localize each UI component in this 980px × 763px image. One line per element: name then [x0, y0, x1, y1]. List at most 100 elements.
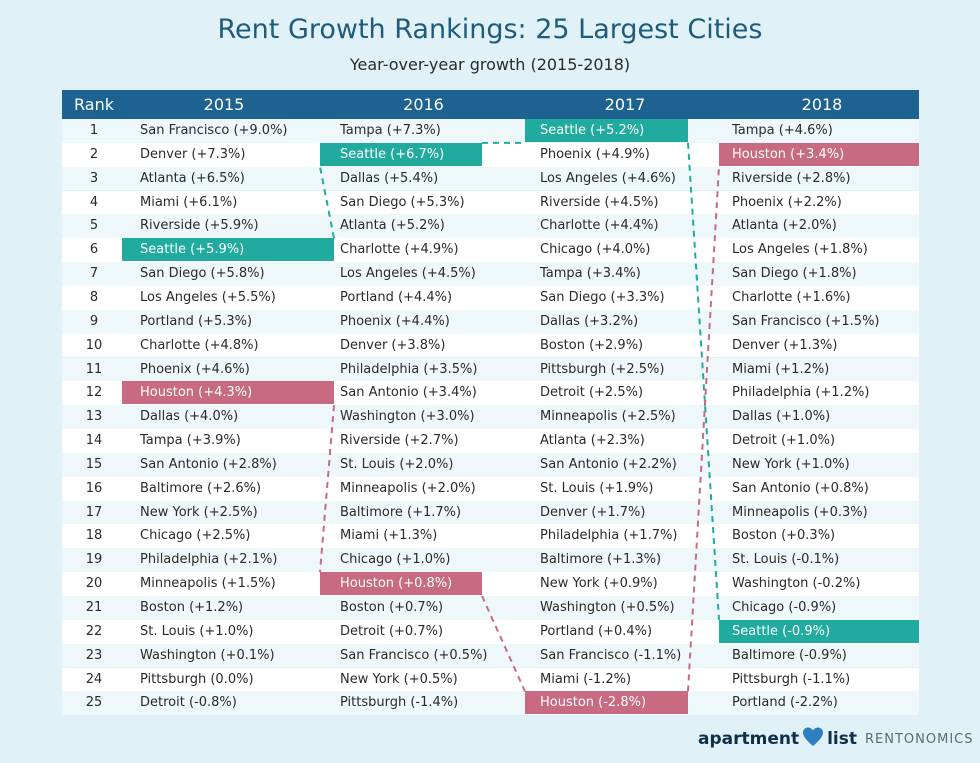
city-cell-2015: San Francisco (+9.0%) [140, 123, 288, 138]
city-cell-2018: Portland (-2.2%) [732, 695, 838, 711]
rank-cell: 7 [89, 266, 99, 282]
city-cell-2015: Detroit (-0.8%) [140, 695, 237, 711]
city-cell-2018: Washington (-0.2%) [732, 576, 861, 592]
rank-cell: 6 [89, 242, 99, 258]
city-cell-2018: Riverside (+2.8%) [732, 170, 851, 186]
table-row: 13 Dallas (+4.0%) Washington (+3.0%) Minnea… [62, 405, 919, 429]
heart-pin-icon [802, 726, 824, 752]
city-cell-2016: Baltimore (+1.7%) [340, 504, 462, 520]
city-cell-2018: San Francisco (+1.5%) [732, 313, 880, 329]
rank-cell: 1 [89, 123, 99, 138]
city-cell-2018: Boston (+0.3%) [732, 528, 836, 544]
city-cell-2016: San Francisco (+0.5%) [340, 647, 488, 663]
rank-cell: 8 [89, 289, 99, 305]
city-cell-2017: Riverside (+4.5%) [540, 194, 659, 210]
city-cell-2015: Dallas (+4.0%) [140, 409, 239, 425]
city-cell-2017: Los Angeles (+4.6%) [540, 170, 676, 186]
city-cell-2015: San Antonio (+2.8%) [140, 456, 277, 472]
city-cell-2017: San Francisco (-1.1%) [540, 647, 682, 663]
rank-cell: 21 [85, 600, 103, 615]
city-cell-2017: Miami (-1.2%) [540, 671, 632, 687]
rankings-table: Rank 2015 2016 2017 2018 1 San Francisco (+9.… [62, 90, 919, 716]
table-row: 12 Houston (+4.3%) San Antonio (+3.4%) Detr… [62, 381, 919, 406]
rank-cell: 20 [85, 576, 103, 592]
logo-tagline: RENTONOMICS [865, 731, 974, 747]
table-row: 25 Detroit (-0.8%) Pittsburgh (-1.4%) Houst… [62, 691, 919, 716]
city-cell-2015: Portland (+5.3%) [140, 313, 253, 329]
city-cell-2016: Washington (+3.0%) [340, 409, 475, 425]
city-cell-2018: Miami (+1.2%) [732, 361, 830, 377]
table-row: 11 Phoenix (+4.6%) Philadelphia (+3.5%) Pit… [62, 357, 919, 382]
city-cell-2018: San Diego (+1.8%) [732, 266, 857, 282]
city-cell-2017: Denver (+1.7%) [540, 504, 646, 520]
city-cell-2016: New York (+0.5%) [340, 671, 458, 687]
city-cell-2016: St. Louis (+2.0%) [340, 456, 454, 472]
table-row: 2 Denver (+7.3%) Seattle (+6.7%) Phoenix (+… [62, 142, 919, 167]
city-cell-2015: Riverside (+5.9%) [140, 218, 259, 234]
city-cell-2016: Minneapolis (+2.0%) [340, 480, 476, 496]
logo-brand-left: apartment [698, 729, 800, 749]
table-row: 20 Minneapolis (+1.5%) Houston (+0.8%) New … [62, 572, 919, 596]
highlight-houston-2015: Houston (+4.3%) [122, 381, 334, 405]
city-cell-2018: St. Louis (-0.1%) [732, 552, 840, 568]
table-row: 17 New York (+2.5%) Baltimore (+1.7%) Denve… [62, 500, 919, 525]
rank-cell: 17 [85, 504, 103, 520]
rank-cell: 3 [89, 170, 99, 186]
city-cell-2017: Washington (+0.5%) [540, 600, 675, 615]
table-row: 8 Los Angeles (+5.5%) Portland (+4.4%) San … [62, 285, 919, 310]
city-cell-2018: Minneapolis (+0.3%) [732, 504, 868, 520]
city-cell-2018: Chicago (-0.9%) [732, 600, 837, 615]
city-cell-2015: Baltimore (+2.6%) [140, 480, 262, 496]
chart-subtitle: Year-over-year growth (2015-2018) [349, 55, 631, 74]
city-cell-2018: Phoenix (+2.2%) [732, 194, 842, 210]
rank-cell: 19 [85, 552, 103, 568]
table-row: 10 Charlotte (+4.8%) Denver (+3.8%) Boston … [62, 333, 919, 358]
city-cell-2017: Philadelphia (+1.7%) [540, 528, 678, 544]
city-cell-2018: Tampa (+4.6%) [732, 123, 833, 138]
city-cell-2017: New York (+0.9%) [540, 576, 658, 592]
city-cell-2015: San Diego (+5.8%) [140, 266, 265, 282]
rank-cell: 24 [85, 671, 103, 687]
city-cell-2017: San Diego (+3.3%) [540, 289, 665, 305]
city-cell-2017: Charlotte (+4.4%) [540, 218, 659, 234]
table-row: 7 San Diego (+5.8%) Los Angeles (+4.5%) Tam… [62, 262, 919, 286]
city-cell-2017: St. Louis (+1.9%) [540, 480, 654, 496]
city-cell-2017: Portland (+0.4%) [540, 623, 653, 639]
city-cell-2015: Minneapolis (+1.5%) [140, 576, 276, 592]
city-cell-2016: Atlanta (+5.2%) [340, 218, 445, 234]
table-row: 18 Chicago (+2.5%) Miami (+1.3%) Philadelph… [62, 524, 919, 549]
city-cell-2015: St. Louis (+1.0%) [140, 623, 254, 639]
table-header: Rank 2015 2016 2017 2018 [62, 90, 919, 119]
highlight-houston-2018: Houston (+3.4%) [719, 142, 919, 166]
rank-cell: 18 [85, 528, 103, 544]
city-cell-2018: San Antonio (+0.8%) [732, 480, 869, 496]
city-cell-2017: Minneapolis (+2.5%) [540, 409, 676, 425]
rank-cell: 13 [85, 409, 103, 425]
city-cell-2015: Pittsburgh (0.0%) [140, 671, 254, 687]
city-cell-2017: Detroit (+2.5%) [540, 385, 644, 401]
highlight-houston-2016: Houston (+0.8%) [320, 572, 482, 596]
city-cell-2018: Charlotte (+1.6%) [732, 289, 851, 305]
city-cell-2016: Riverside (+2.7%) [340, 433, 459, 449]
table-row: 5 Riverside (+5.9%) Atlanta (+5.2%) Charlot… [62, 214, 919, 239]
city-cell-2017: Pittsburgh (+2.5%) [540, 361, 665, 377]
logo-brand-right: list [827, 729, 858, 749]
rank-cell: 14 [85, 433, 103, 449]
table-row: 14 Tampa (+3.9%) Riverside (+2.7%) Atlanta … [62, 429, 919, 453]
city-cell-2018: Pittsburgh (-1.1%) [732, 671, 851, 687]
table-row: 1 San Francisco (+9.0%) Tampa (+7.3%) Seatt… [62, 119, 919, 143]
highlight-houston-2017: Houston (-2.8%) [525, 691, 688, 715]
city-cell-2016: San Antonio (+3.4%) [340, 385, 477, 401]
table-row: 21 Boston (+1.2%) Boston (+0.7%) Washington… [62, 596, 919, 620]
rank-cell: 23 [85, 647, 103, 663]
city-cell-2015: Miami (+6.1%) [140, 194, 238, 210]
city-cell-2016: Los Angeles (+4.5%) [340, 266, 476, 282]
table-row: 23 Washington (+0.1%) San Francisco (+0.5%… [62, 643, 919, 668]
city-cell-2015: New York (+2.5%) [140, 504, 258, 520]
city-cell-2018: Dallas (+1.0%) [732, 409, 831, 425]
rank-cell: 11 [85, 361, 103, 377]
city-cell-2016: San Diego (+5.3%) [340, 194, 465, 210]
city-cell-2016: Phoenix (+4.4%) [340, 313, 450, 329]
city-cell-2018: Baltimore (-0.9%) [732, 647, 847, 663]
city-cell-2015: Los Angeles (+5.5%) [140, 289, 276, 305]
